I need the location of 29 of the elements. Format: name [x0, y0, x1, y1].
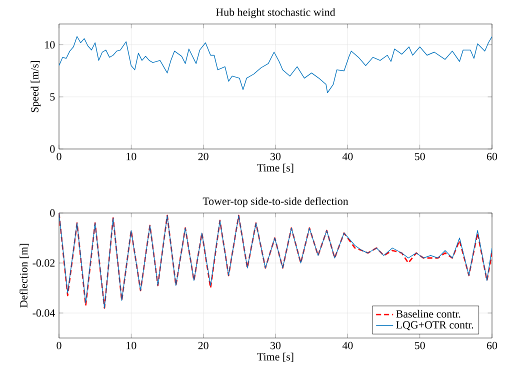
y-axis-title: Speed [m/s] — [30, 60, 41, 112]
x-tick-label: 30 — [270, 342, 281, 350]
x-tick-label: 60 — [486, 342, 498, 350]
x-tick-label: 60 — [486, 152, 498, 160]
x-tick-label: 40 — [342, 342, 353, 350]
y-tick-label: 10 — [45, 41, 55, 49]
x-tick-label: 30 — [270, 152, 281, 160]
y-tick-label: 5 — [50, 93, 55, 101]
line-series — [59, 36, 492, 94]
x-tick-label: 0 — [56, 342, 62, 350]
x-tick-label: 10 — [126, 152, 136, 160]
y-tick-label: -0.02 — [32, 259, 55, 267]
x-tick-label: 20 — [198, 342, 208, 350]
x-tick-label: 50 — [414, 152, 425, 160]
y-tick-label: -0.04 — [32, 309, 55, 317]
x-tick-label: 10 — [126, 342, 136, 350]
chart-title: Hub height stochastic wind — [216, 8, 336, 18]
x-tick-label: 40 — [342, 152, 353, 160]
legend-label: Baseline contr. — [396, 310, 460, 318]
y-axis-title: Deflection [m] — [20, 244, 29, 308]
x-axis-title: Time [s] — [257, 164, 294, 173]
x-tick-label: 0 — [56, 152, 62, 160]
x-axis-title: Time [s] — [257, 352, 294, 362]
x-tick-label: 50 — [414, 342, 425, 350]
y-tick-label: 0 — [50, 145, 55, 153]
chart-title: Tower-top side-to-side deflection — [202, 197, 348, 208]
x-tick-label: 20 — [198, 152, 208, 160]
legend-label: LQG+OTR contr. — [396, 321, 474, 330]
y-tick-label: 0 — [50, 209, 55, 217]
